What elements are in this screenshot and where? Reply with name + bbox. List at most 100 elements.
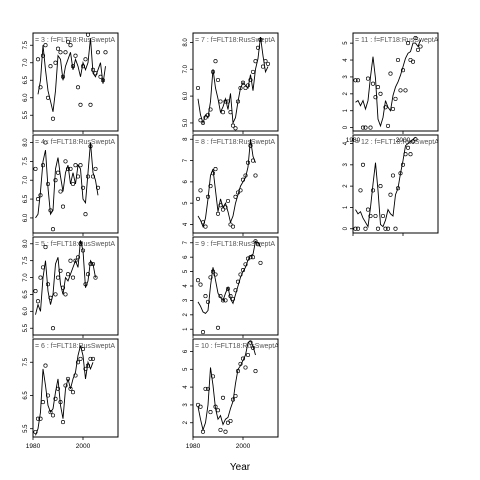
- data-point: [225, 99, 231, 104]
- data-point: [230, 296, 236, 302]
- data-point: [388, 192, 393, 197]
- data-point: [88, 144, 93, 149]
- global-x-axis-label: Year: [230, 462, 251, 473]
- data-point: [253, 239, 258, 244]
- data-point: [100, 78, 106, 83]
- data-point: [365, 207, 371, 212]
- data-point: [33, 429, 38, 435]
- data-point: [220, 298, 226, 303]
- data-point: [238, 272, 243, 277]
- data-point: [370, 188, 376, 193]
- data-point: [255, 45, 261, 50]
- data-point: [198, 188, 203, 193]
- y-tick-label: 3: [183, 403, 189, 407]
- y-tick-label: 6.5: [23, 75, 29, 84]
- data-point: [75, 85, 81, 90]
- y-tick-label: 5: [183, 367, 189, 371]
- data-point: [88, 102, 93, 107]
- data-point: [373, 95, 378, 100]
- y-tick-label: 0: [343, 226, 349, 230]
- panel-title: = 6 : f=FLT18:RusSweptA: [35, 343, 115, 350]
- data-point: [55, 46, 61, 51]
- data-point: [265, 61, 271, 66]
- panel-title: = 5 : f=FLT18:RusSweptA: [35, 241, 115, 248]
- data-point: [83, 57, 88, 62]
- y-tick-label: 6.0: [23, 213, 29, 222]
- panel-title: = 4 : f=FLT18:RusSweptA: [35, 139, 115, 146]
- data-point: [210, 269, 216, 274]
- y-tick-label: 7.0: [23, 58, 29, 67]
- data-point: [40, 400, 46, 405]
- data-point: [410, 139, 416, 144]
- data-point: [93, 275, 98, 280]
- data-point: [73, 163, 78, 168]
- panel-title: = 12 : f=FLT18:RusSweptA: [355, 139, 439, 146]
- data-point: [365, 76, 371, 81]
- data-point: [200, 330, 206, 335]
- data-point: [45, 393, 51, 398]
- data-point: [210, 171, 216, 176]
- panel-6: = 12 : f=FLT18:RusSweptA 0 1 2 3 4: [343, 134, 439, 236]
- y-tick-label: 4: [183, 284, 189, 288]
- fitted-line: [197, 340, 256, 432]
- data-point: [205, 112, 211, 117]
- data-point: [245, 83, 251, 88]
- data-point: [68, 166, 73, 171]
- panel-frame: [192, 134, 279, 234]
- data-point: [195, 196, 201, 201]
- data-point: [78, 356, 83, 361]
- data-point: [198, 404, 203, 409]
- data-point: [378, 91, 383, 96]
- data-point: [43, 140, 48, 145]
- data-point: [375, 85, 381, 90]
- data-point: [60, 285, 66, 290]
- panel-frame: [192, 338, 279, 438]
- data-point: [368, 125, 373, 130]
- y-tick-label: 3: [343, 162, 349, 166]
- data-point: [223, 429, 228, 434]
- data-point: [253, 173, 258, 178]
- data-point: [50, 326, 56, 331]
- fitted-line: [35, 240, 96, 315]
- y-tick-label: 5: [343, 41, 349, 45]
- data-point: [205, 194, 211, 199]
- fitted-line: [355, 39, 421, 128]
- data-point: [78, 102, 83, 107]
- data-point: [48, 410, 53, 415]
- y-tick-label: 5.5: [23, 323, 29, 332]
- data-point: [78, 163, 83, 168]
- data-point: [50, 413, 56, 418]
- panel-title: = 9 : f=FLT18:RusSweptA: [195, 241, 275, 248]
- data-point: [383, 226, 388, 231]
- data-point: [215, 77, 221, 83]
- data-point: [215, 325, 221, 330]
- y-tick-label: 6: [183, 180, 189, 184]
- data-point: [250, 345, 256, 350]
- y-tick-label: 6.0: [183, 91, 189, 100]
- y-tick-label: 1: [343, 108, 349, 112]
- data-point: [250, 158, 256, 163]
- fitted-line: [197, 36, 269, 125]
- data-point: [233, 194, 238, 199]
- data-point: [383, 105, 388, 110]
- y-tick-label: 8.0: [23, 138, 29, 147]
- data-point: [98, 74, 103, 79]
- data-point: [223, 298, 228, 303]
- data-point: [218, 99, 223, 104]
- data-point: [253, 59, 258, 64]
- data-point: [215, 211, 221, 216]
- data-point: [413, 36, 418, 41]
- y-tick-label: 7.0: [23, 175, 29, 184]
- data-point: [233, 393, 238, 399]
- data-point: [90, 174, 96, 179]
- panel-frame: [32, 236, 119, 336]
- data-point: [250, 255, 256, 260]
- data-point: [53, 292, 58, 297]
- fitted-line: [197, 240, 261, 314]
- data-point: [213, 272, 218, 277]
- data-point: [90, 261, 96, 267]
- data-point: [260, 64, 266, 69]
- data-point: [208, 410, 213, 415]
- y-tick-label: 5: [183, 201, 189, 205]
